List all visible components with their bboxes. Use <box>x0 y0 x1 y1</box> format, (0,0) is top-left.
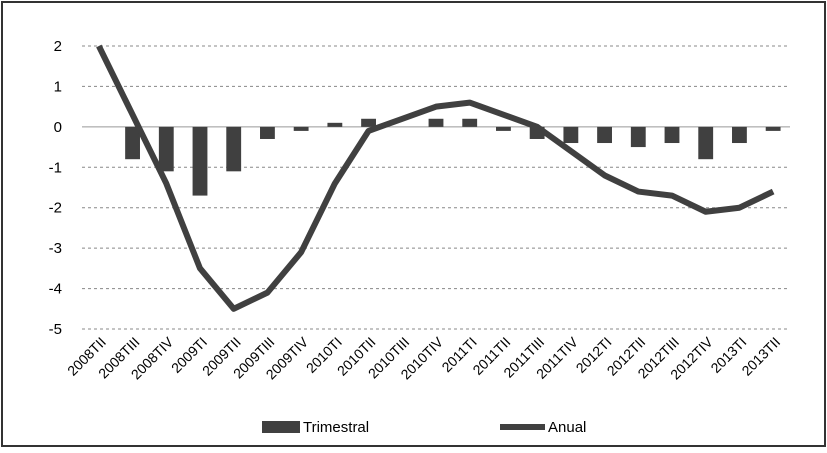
bar <box>765 126 781 131</box>
bar <box>327 122 343 127</box>
y-tick-label: -1 <box>49 159 62 176</box>
y-tick-label: 1 <box>54 78 62 95</box>
bar <box>563 126 579 144</box>
bar <box>630 126 646 148</box>
y-tick-label: -3 <box>49 240 62 257</box>
bar <box>462 118 478 127</box>
bar <box>428 118 444 127</box>
bar <box>226 126 242 172</box>
y-tick-label: 0 <box>54 119 62 136</box>
y-tick-label: -4 <box>49 281 62 298</box>
bar <box>192 126 208 196</box>
bar <box>361 118 376 127</box>
bar <box>158 126 174 172</box>
legend-label: Anual <box>548 419 586 436</box>
bar <box>664 126 680 144</box>
bar <box>260 126 275 139</box>
bar <box>293 126 309 131</box>
bar <box>496 126 511 131</box>
legend-swatch <box>262 421 300 433</box>
bar <box>597 126 612 144</box>
y-tick-label: -5 <box>49 321 62 338</box>
bar <box>732 126 747 144</box>
bar <box>698 126 714 160</box>
bar <box>125 126 140 160</box>
y-tick-label: 2 <box>54 38 62 55</box>
legend-label: Trimestral <box>303 419 369 436</box>
y-tick-label: -2 <box>49 200 62 217</box>
line <box>96 44 775 312</box>
